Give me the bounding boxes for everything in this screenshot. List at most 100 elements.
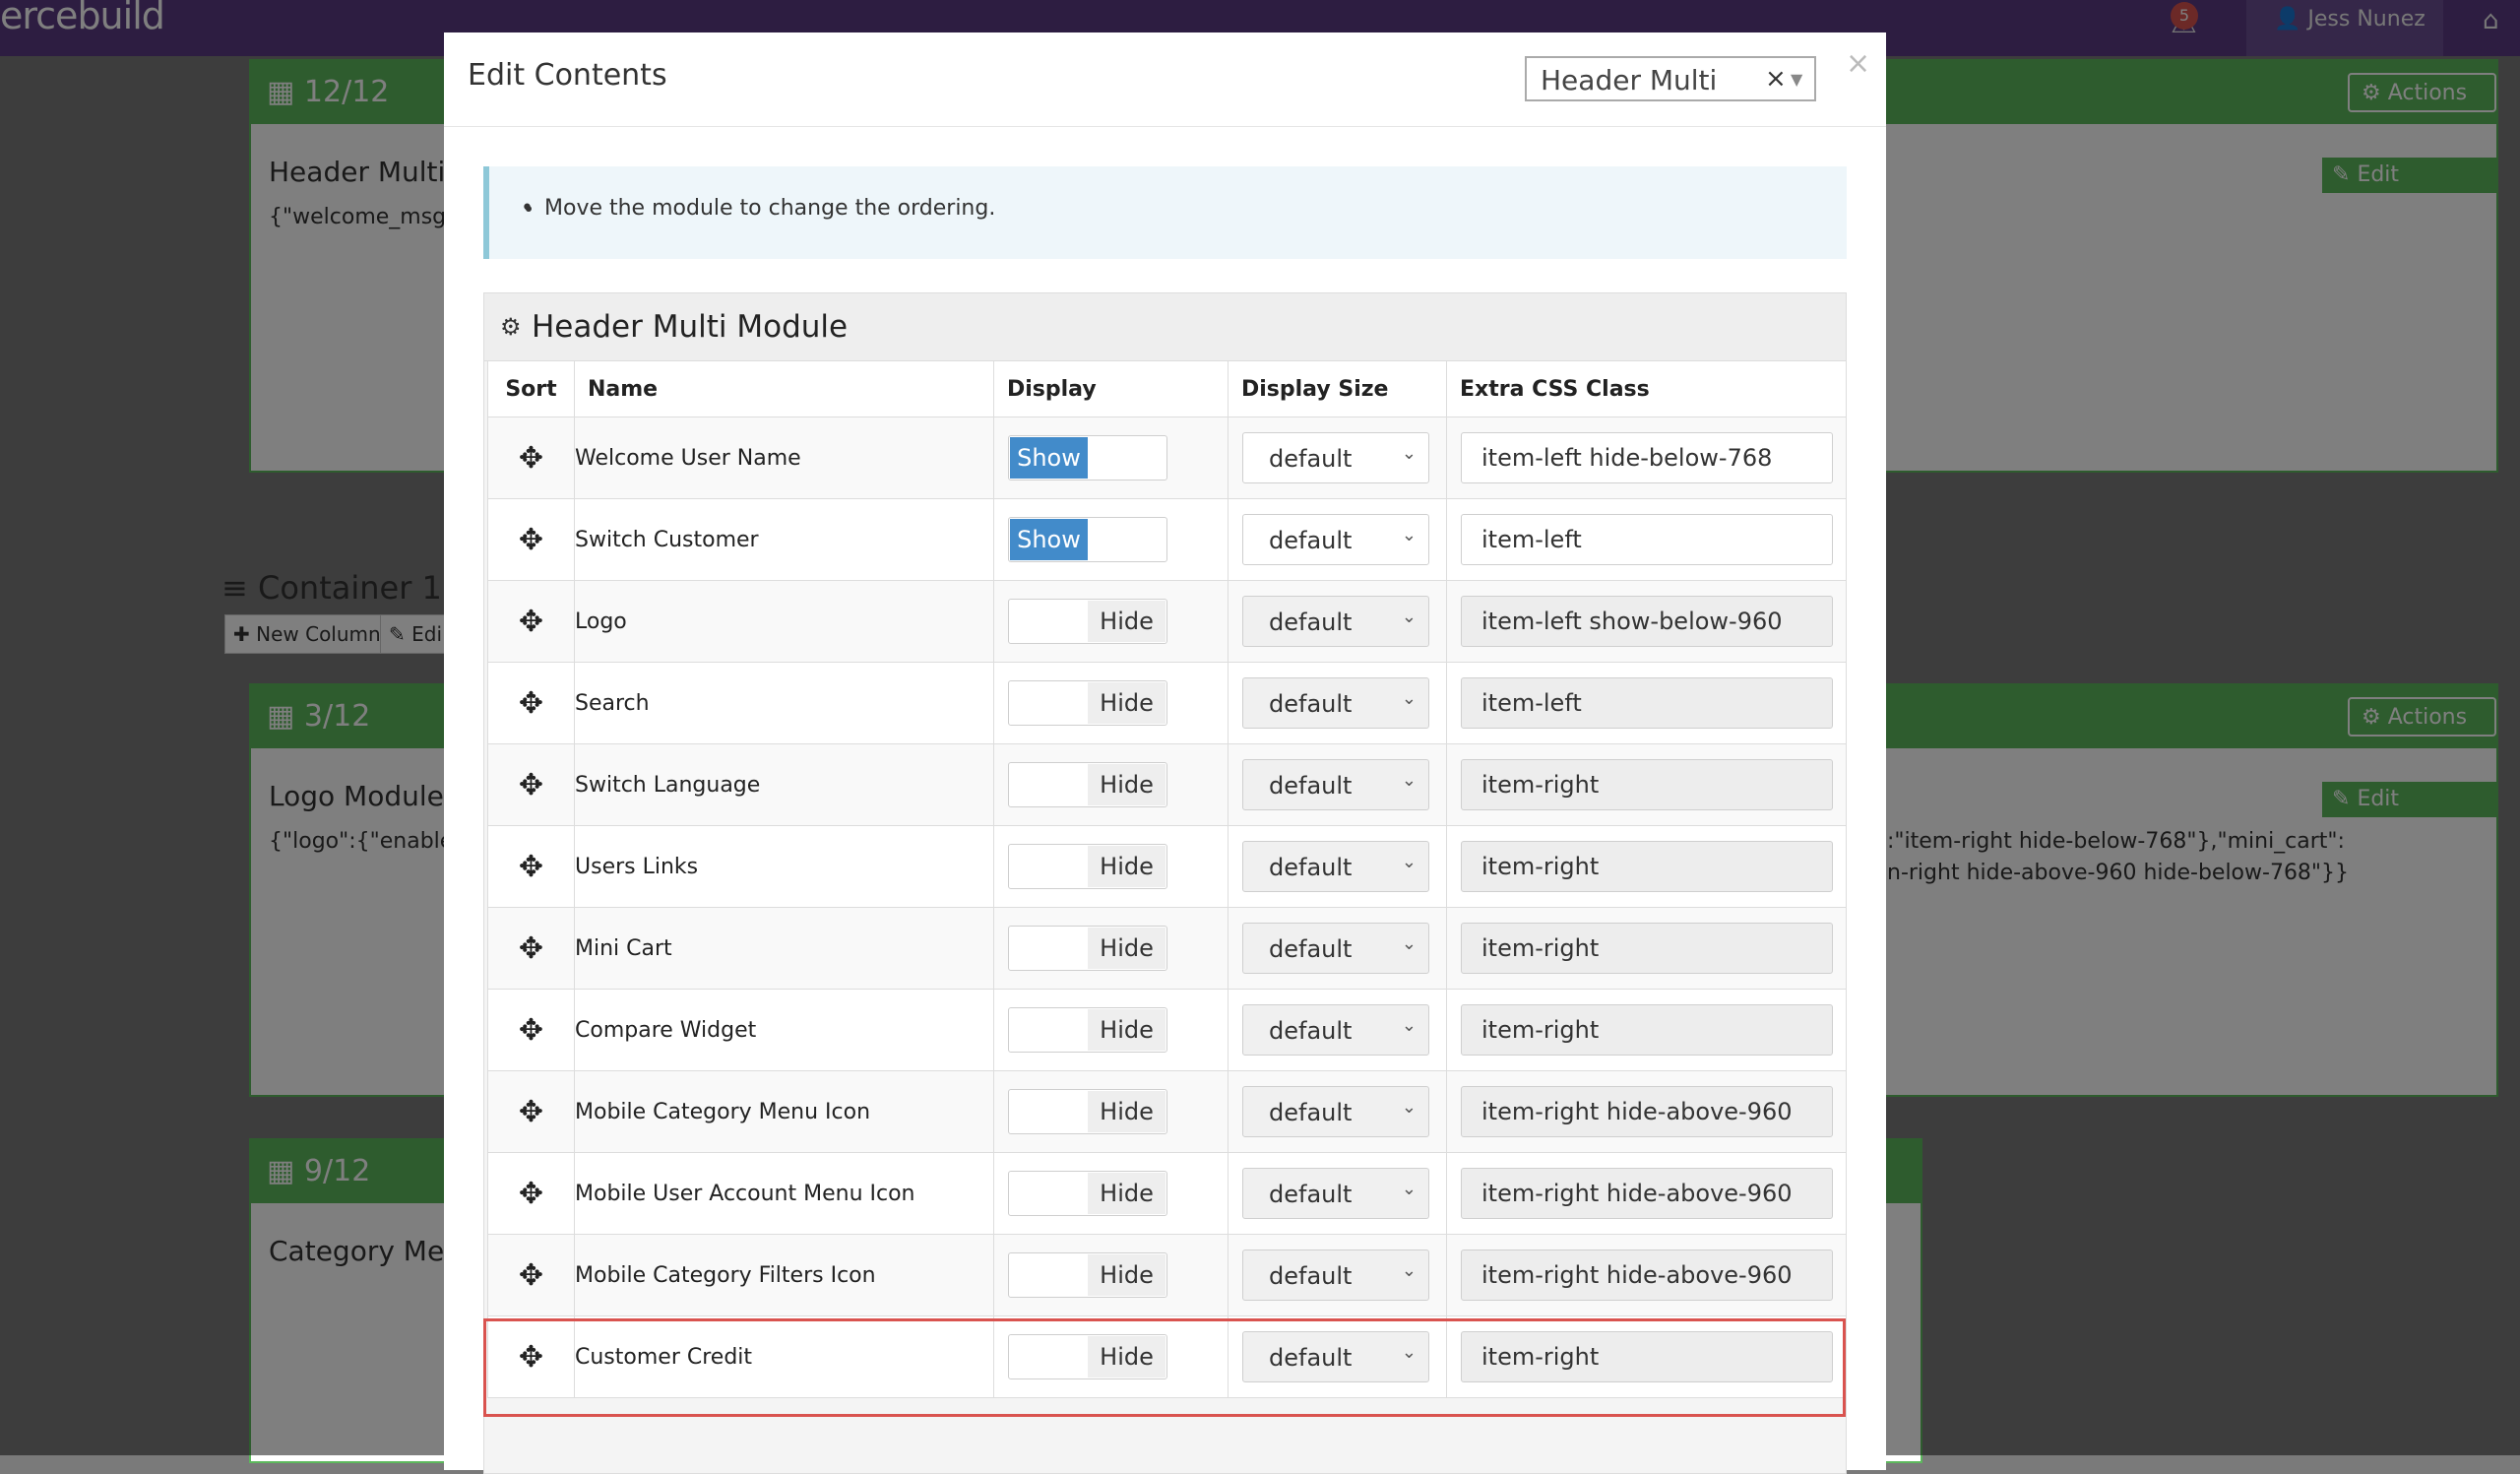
display-toggle[interactable]: Hide bbox=[1008, 599, 1167, 644]
sort-cell: ✥ bbox=[487, 662, 575, 744]
display-size-select[interactable]: default ⌄ bbox=[1242, 759, 1429, 810]
extra-css-cell: item-left hide-below-768 bbox=[1446, 417, 1847, 499]
display-size-select[interactable]: default ⌄ bbox=[1242, 841, 1429, 892]
module-panel-header: ⚙ Header Multi Module bbox=[484, 293, 1846, 361]
extra-css-input[interactable]: item-left bbox=[1461, 514, 1833, 565]
display-size-select[interactable]: default ⌄ bbox=[1242, 1331, 1429, 1382]
display-toggle[interactable]: Hide bbox=[1008, 1334, 1167, 1379]
toggle-on-label: Show bbox=[1010, 519, 1088, 560]
close-icon[interactable]: × bbox=[1846, 46, 1871, 81]
item-name: Mini Cart bbox=[574, 907, 994, 990]
display-toggle[interactable]: Hide bbox=[1008, 680, 1167, 726]
display-toggle[interactable]: Hide bbox=[1008, 762, 1167, 807]
toggle-off-label: Hide bbox=[1088, 928, 1166, 969]
display-toggle[interactable]: Hide bbox=[1008, 1089, 1167, 1134]
extra-css-cell: item-right hide-above-960 bbox=[1446, 1152, 1847, 1235]
extra-css-input[interactable]: item-left bbox=[1461, 677, 1833, 729]
table-row: ✥ Mini Cart Hide default ⌄ item-right bbox=[487, 907, 1847, 990]
sort-cell: ✥ bbox=[487, 989, 575, 1071]
display-cell: Hide bbox=[993, 580, 1228, 663]
toggle-knob bbox=[1010, 1254, 1088, 1296]
move-arrows-icon[interactable]: ✥ bbox=[518, 522, 544, 557]
clear-icon[interactable]: × bbox=[1765, 64, 1787, 94]
display-cell: Hide bbox=[993, 1315, 1228, 1398]
display-cell: Show bbox=[993, 417, 1228, 499]
item-name: Search bbox=[574, 662, 994, 744]
move-arrows-icon[interactable]: ✥ bbox=[518, 1176, 544, 1211]
module-panel: ⚙ Header Multi Module Sort Name Display … bbox=[483, 292, 1847, 1474]
toggle-knob bbox=[1010, 682, 1088, 724]
move-arrows-icon[interactable]: ✥ bbox=[518, 440, 544, 476]
display-size-value: default bbox=[1269, 1017, 1353, 1045]
display-size-value: default bbox=[1269, 609, 1353, 636]
display-size-select[interactable]: default ⌄ bbox=[1242, 1168, 1429, 1219]
column-header-display-size: Display Size bbox=[1228, 360, 1447, 417]
move-arrows-icon[interactable]: ✥ bbox=[518, 685, 544, 721]
table-row: ✥ Switch Customer Show default ⌄ item-lef… bbox=[487, 498, 1847, 581]
extra-css-input[interactable]: item-right bbox=[1461, 1331, 1833, 1382]
extra-css-input[interactable]: item-right bbox=[1461, 1004, 1833, 1056]
display-size-value: default bbox=[1269, 1344, 1353, 1372]
column-header-sort: Sort bbox=[487, 360, 575, 417]
extra-css-cell: item-left bbox=[1446, 498, 1847, 581]
table-header-row: Sort Name Display Display Size Extra CSS… bbox=[487, 360, 1847, 417]
extra-css-input[interactable]: item-left show-below-960 bbox=[1461, 596, 1833, 647]
sort-cell: ✥ bbox=[487, 417, 575, 499]
extra-css-input[interactable]: item-right bbox=[1461, 923, 1833, 974]
display-size-select[interactable]: default ⌄ bbox=[1242, 1004, 1429, 1056]
table-row: ✥ Search Hide default ⌄ item-left bbox=[487, 662, 1847, 744]
display-toggle[interactable]: Hide bbox=[1008, 1252, 1167, 1298]
display-toggle[interactable]: Show bbox=[1008, 435, 1167, 481]
extra-css-input[interactable]: item-right hide-above-960 bbox=[1461, 1250, 1833, 1301]
move-arrows-icon[interactable]: ✥ bbox=[518, 604, 544, 639]
display-size-value: default bbox=[1269, 935, 1353, 963]
display-size-select[interactable]: default ⌄ bbox=[1242, 1250, 1429, 1301]
display-toggle[interactable]: Hide bbox=[1008, 1007, 1167, 1053]
display-toggle[interactable]: Show bbox=[1008, 517, 1167, 562]
item-name: Mobile Category Menu Icon bbox=[574, 1070, 994, 1153]
display-toggle[interactable]: Hide bbox=[1008, 926, 1167, 971]
module-select[interactable]: Header Multi × ▼ bbox=[1525, 56, 1816, 101]
display-size-select[interactable]: default ⌄ bbox=[1242, 923, 1429, 974]
extra-css-input[interactable]: item-right hide-above-960 bbox=[1461, 1168, 1833, 1219]
move-arrows-icon[interactable]: ✥ bbox=[518, 1257, 544, 1293]
extra-css-input[interactable]: item-right bbox=[1461, 759, 1833, 810]
extra-css-input[interactable]: item-right bbox=[1461, 841, 1833, 892]
info-alert: Move the module to change the ordering. bbox=[483, 166, 1847, 259]
toggle-on-label: Show bbox=[1010, 437, 1088, 479]
display-size-value: default bbox=[1269, 854, 1353, 881]
move-arrows-icon[interactable]: ✥ bbox=[518, 1094, 544, 1129]
display-size-select[interactable]: default ⌄ bbox=[1242, 596, 1429, 647]
display-size-value: default bbox=[1269, 445, 1353, 473]
toggle-knob bbox=[1010, 1173, 1088, 1214]
modal-title: Edit Contents bbox=[468, 58, 667, 93]
extra-css-input[interactable]: item-left hide-below-768 bbox=[1461, 432, 1833, 483]
display-size-select[interactable]: default ⌄ bbox=[1242, 432, 1429, 483]
chevron-down-icon: ⌄ bbox=[1401, 1260, 1417, 1281]
move-arrows-icon[interactable]: ✥ bbox=[518, 849, 544, 884]
module-items-table: Sort Name Display Display Size Extra CSS… bbox=[487, 360, 1847, 1398]
display-size-select[interactable]: default ⌄ bbox=[1242, 1086, 1429, 1137]
move-arrows-icon[interactable]: ✥ bbox=[518, 1012, 544, 1048]
extra-css-cell: item-right bbox=[1446, 907, 1847, 990]
toggle-knob bbox=[1010, 764, 1088, 805]
gears-icon: ⚙ bbox=[500, 313, 522, 341]
display-size-cell: default ⌄ bbox=[1228, 825, 1447, 908]
display-cell: Hide bbox=[993, 1070, 1228, 1153]
toggle-off-label: Hide bbox=[1088, 1173, 1166, 1214]
chevron-down-icon: ⌄ bbox=[1401, 1342, 1417, 1363]
chevron-down-icon: ⌄ bbox=[1401, 525, 1417, 545]
caret-down-icon[interactable]: ▼ bbox=[1791, 70, 1803, 89]
display-toggle[interactable]: Hide bbox=[1008, 844, 1167, 889]
display-cell: Hide bbox=[993, 989, 1228, 1071]
move-arrows-icon[interactable]: ✥ bbox=[518, 1339, 544, 1375]
display-size-cell: default ⌄ bbox=[1228, 907, 1447, 990]
item-name: Switch Language bbox=[574, 743, 994, 826]
display-toggle[interactable]: Hide bbox=[1008, 1171, 1167, 1216]
move-arrows-icon[interactable]: ✥ bbox=[518, 930, 544, 966]
extra-css-input[interactable]: item-right hide-above-960 bbox=[1461, 1086, 1833, 1137]
toggle-knob bbox=[1010, 601, 1088, 642]
display-size-select[interactable]: default ⌄ bbox=[1242, 677, 1429, 729]
move-arrows-icon[interactable]: ✥ bbox=[518, 767, 544, 802]
display-size-select[interactable]: default ⌄ bbox=[1242, 514, 1429, 565]
